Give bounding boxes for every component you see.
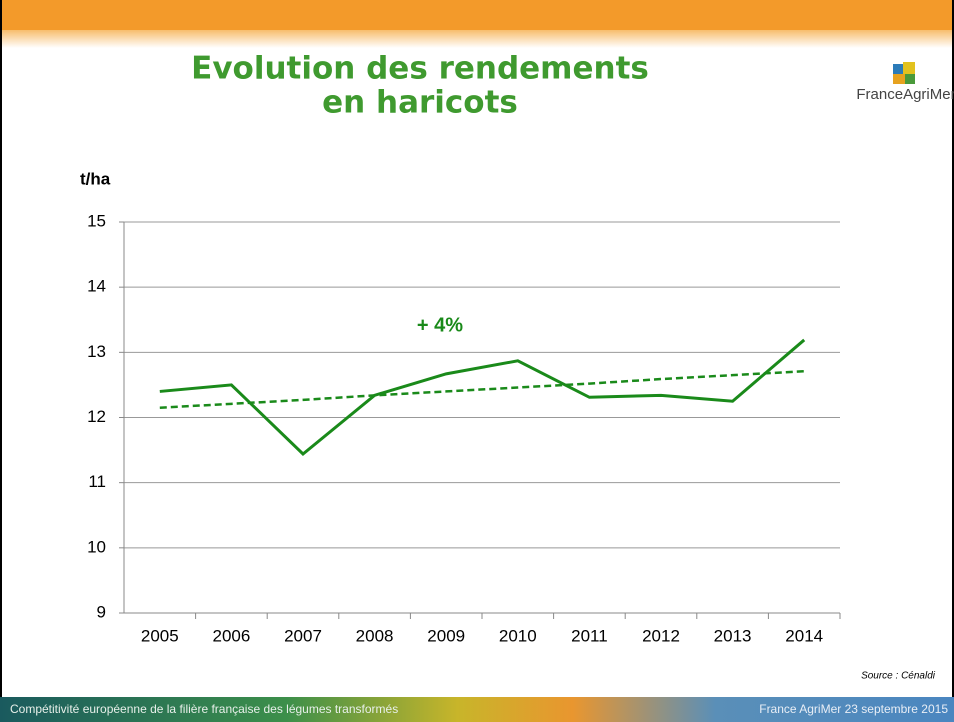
x-tick-label: 2008	[356, 626, 394, 645]
x-tick-label: 2007	[284, 626, 322, 645]
y-tick-label: 12	[87, 407, 106, 426]
y-tick-label: 9	[97, 602, 106, 621]
trend-line	[159, 369, 805, 409]
data-line	[159, 338, 806, 456]
title-line: Evolution des rendements	[191, 51, 649, 87]
x-tick-label: 2012	[642, 626, 680, 645]
logo-icon	[893, 62, 915, 84]
x-tick-label: 2009	[427, 626, 465, 645]
source: Source : Cénaldi	[861, 671, 936, 682]
x-tick-label: 2014	[785, 626, 823, 645]
x-tick-label: 2010	[499, 626, 537, 645]
x-tick-label: 2006	[212, 626, 250, 645]
x-tick-label: 2005	[141, 626, 179, 645]
y-tick-label: 15	[87, 211, 106, 230]
footer-left: Compétitivité européenne de la filière f…	[10, 702, 398, 716]
y-tick-label: 11	[88, 472, 106, 491]
top-bar	[0, 0, 954, 30]
logo-text: FranceAgriMer	[856, 86, 954, 103]
y-tick-label: 10	[87, 537, 106, 556]
footer-bar	[0, 697, 954, 722]
y-axis-label: t/ha	[80, 169, 111, 188]
x-tick-label: 2013	[714, 626, 752, 645]
y-tick-label: 14	[87, 277, 106, 296]
x-tick-label: 2011	[571, 626, 608, 645]
title-line: en haricots	[322, 85, 518, 121]
annotation: + 4%	[417, 314, 463, 336]
footer-right: France AgriMer 23 septembre 2015	[759, 702, 948, 716]
y-tick-label: 13	[87, 342, 106, 361]
